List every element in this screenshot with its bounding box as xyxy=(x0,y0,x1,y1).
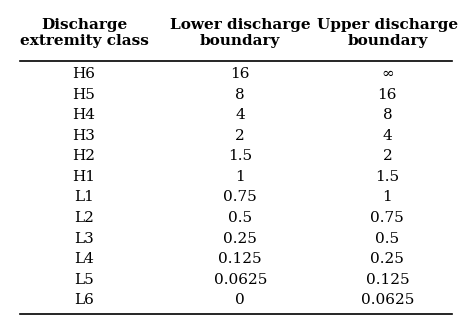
Text: Upper discharge
boundary: Upper discharge boundary xyxy=(317,18,458,48)
Text: 1: 1 xyxy=(236,170,245,184)
Text: L5: L5 xyxy=(74,273,94,287)
Text: L2: L2 xyxy=(74,211,94,225)
Text: 0.5: 0.5 xyxy=(228,211,252,225)
Text: 0.125: 0.125 xyxy=(365,273,409,287)
Text: 16: 16 xyxy=(230,67,250,81)
Text: Lower discharge
boundary: Lower discharge boundary xyxy=(170,18,310,48)
Text: H1: H1 xyxy=(73,170,96,184)
Text: H4: H4 xyxy=(73,108,96,122)
Text: 4: 4 xyxy=(383,129,392,143)
Text: 4: 4 xyxy=(236,108,245,122)
Text: ∞: ∞ xyxy=(381,67,394,81)
Text: 0.75: 0.75 xyxy=(223,190,257,204)
Text: Discharge
extremity class: Discharge extremity class xyxy=(19,18,148,48)
Text: L6: L6 xyxy=(74,293,94,307)
Text: H2: H2 xyxy=(73,149,96,163)
Text: 0.0625: 0.0625 xyxy=(214,273,267,287)
Text: 0: 0 xyxy=(236,293,245,307)
Text: 8: 8 xyxy=(236,88,245,102)
Text: 2: 2 xyxy=(383,149,392,163)
Text: 0.75: 0.75 xyxy=(371,211,404,225)
Text: 0.25: 0.25 xyxy=(370,252,404,266)
Text: 16: 16 xyxy=(378,88,397,102)
Text: H5: H5 xyxy=(73,88,96,102)
Text: 2: 2 xyxy=(236,129,245,143)
Text: 0.5: 0.5 xyxy=(375,231,400,245)
Text: H3: H3 xyxy=(73,129,96,143)
Text: 1: 1 xyxy=(383,190,392,204)
Text: 8: 8 xyxy=(383,108,392,122)
Text: L4: L4 xyxy=(74,252,94,266)
Text: L3: L3 xyxy=(74,231,94,245)
Text: 0.25: 0.25 xyxy=(223,231,257,245)
Text: 0.125: 0.125 xyxy=(219,252,262,266)
Text: 1.5: 1.5 xyxy=(228,149,252,163)
Text: 0.0625: 0.0625 xyxy=(361,293,414,307)
Text: H6: H6 xyxy=(73,67,96,81)
Text: 1.5: 1.5 xyxy=(375,170,400,184)
Text: L1: L1 xyxy=(74,190,94,204)
